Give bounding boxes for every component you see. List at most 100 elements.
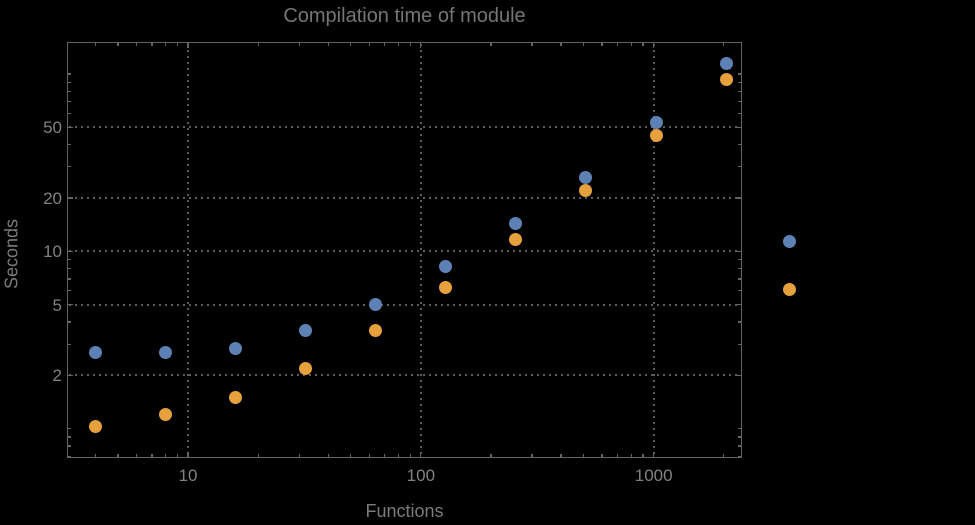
y-tick (738, 73, 741, 75)
x-tick (531, 454, 533, 457)
x-axis-label: Functions (365, 501, 444, 521)
y-tick (68, 144, 71, 146)
data-point-blue (158, 345, 172, 359)
y-tick (738, 321, 741, 323)
x-tick (257, 454, 259, 457)
data-point-blue (229, 341, 243, 355)
legend-marker-blue (783, 234, 796, 248)
data-point-orange (369, 323, 383, 337)
y-tick (68, 90, 71, 92)
y-tick (68, 290, 71, 292)
x-tick (327, 43, 329, 46)
data-point-orange (509, 232, 523, 246)
y-tick (736, 197, 741, 199)
x-tick (653, 452, 655, 457)
x-tick (723, 454, 725, 457)
x-tick (350, 454, 352, 457)
y-tick (738, 436, 741, 438)
x-tick (164, 43, 167, 46)
y-tick (738, 290, 741, 292)
x-tick (298, 454, 300, 457)
y-tick (738, 81, 741, 83)
x-tick (420, 43, 422, 48)
x-tick (723, 43, 725, 46)
x-tick (368, 454, 370, 457)
y-tick (68, 374, 73, 377)
y-tick (738, 144, 741, 146)
x-tick (397, 43, 399, 46)
y-gridline (69, 303, 740, 306)
data-point-blue (509, 217, 523, 231)
x-tick (164, 454, 167, 457)
x-tick-label: 10 (178, 466, 198, 485)
x-tick (117, 454, 119, 457)
y-gridline (69, 126, 740, 129)
y-tick (68, 166, 71, 168)
x-tick (560, 43, 562, 46)
x-tick (409, 43, 411, 46)
y-tick (68, 250, 73, 253)
x-tick (327, 454, 329, 457)
data-point-blue (579, 171, 593, 185)
data-point-orange (158, 408, 172, 422)
x-gridline (652, 44, 655, 456)
data-point-orange (229, 391, 243, 405)
x-tick (490, 43, 492, 46)
x-gridline (419, 44, 422, 456)
x-tick (409, 454, 411, 457)
data-point-blue (719, 57, 733, 71)
y-tick (738, 268, 741, 270)
y-tick-label: 20 (43, 189, 62, 209)
y-tick-label: 10 (43, 242, 62, 262)
data-point-orange (579, 184, 593, 198)
data-point-blue (439, 260, 453, 274)
x-tick (176, 43, 178, 46)
data-point-blue (88, 345, 102, 359)
x-tick (117, 43, 119, 46)
y-tick-label: 2 (52, 366, 62, 386)
y-tick (738, 100, 741, 103)
x-tick (135, 454, 137, 457)
x-tick (384, 43, 386, 46)
y-tick (68, 436, 71, 438)
y-tick-label: 50 (43, 118, 62, 138)
y-tick (736, 374, 741, 377)
y-tick (68, 126, 73, 129)
y-tick (736, 304, 741, 306)
y-tick (68, 455, 71, 457)
legend-marker-orange (783, 282, 796, 296)
y-gridline (69, 197, 740, 200)
data-point-blue (299, 323, 313, 337)
y-tick (736, 250, 741, 253)
y-gridline (69, 374, 740, 377)
data-point-orange (439, 280, 453, 294)
x-tick (582, 454, 585, 457)
x-tick (642, 43, 644, 46)
chart-title: Compilation time of module (283, 5, 526, 27)
data-point-blue (369, 298, 383, 312)
y-tick-label: 5 (52, 295, 62, 315)
data-point-orange (299, 361, 313, 375)
x-tick (298, 43, 300, 46)
y-tick (68, 321, 71, 323)
y-tick (68, 278, 71, 280)
data-point-orange (88, 420, 102, 434)
x-tick (653, 43, 655, 48)
y-tick (738, 445, 741, 447)
x-gridline (187, 44, 190, 456)
y-tick (738, 455, 741, 457)
x-tick (176, 454, 178, 457)
y-tick (68, 445, 71, 447)
x-tick (257, 43, 259, 46)
x-tick-label: 1000 (634, 466, 673, 485)
x-tick (630, 454, 632, 457)
x-tick (420, 452, 422, 457)
y-tick (736, 126, 741, 129)
x-tick (187, 43, 189, 48)
x-tick (151, 43, 153, 46)
x-tick (490, 454, 492, 457)
x-tick (350, 43, 352, 46)
x-tick (368, 43, 370, 46)
